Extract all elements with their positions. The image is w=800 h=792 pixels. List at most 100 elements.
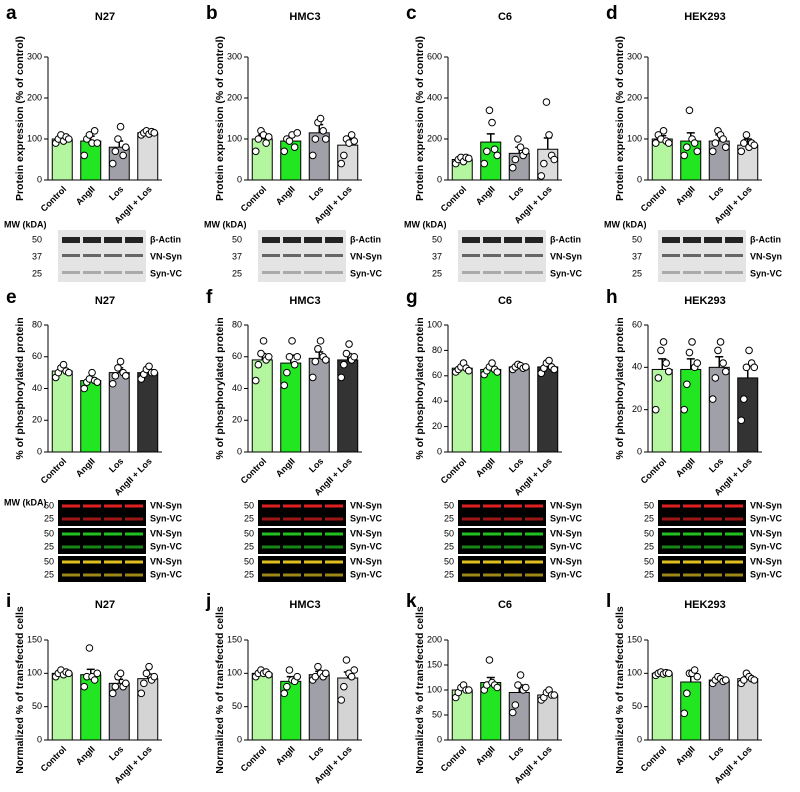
mw-marker: 25 (444, 541, 454, 551)
data-point (693, 359, 702, 367)
blot-band (104, 532, 122, 536)
bar (251, 359, 273, 453)
data-point (80, 682, 89, 691)
data-point (657, 346, 665, 355)
data-point (654, 374, 663, 382)
y-tick-label: 20 (432, 421, 442, 431)
band-label: Syn-VC (350, 513, 383, 523)
band-label: Syn-VC (550, 569, 583, 579)
blot-band (125, 573, 143, 577)
y-tick-label: 0 (637, 174, 642, 184)
blot-band (725, 545, 743, 549)
blot-band (62, 545, 80, 549)
blot-band (662, 573, 680, 577)
blot-band (483, 573, 501, 577)
x-tick-label: Control (639, 744, 669, 774)
y-tick-label: 100 (27, 133, 42, 143)
y-tick-label: 0 (37, 446, 42, 456)
panel-letter: j (205, 591, 211, 612)
blot-band (304, 504, 322, 508)
mw-marker: 50 (232, 234, 242, 244)
data-point (740, 139, 748, 147)
y-tick-label: 150 (27, 634, 42, 644)
blot-image (258, 528, 346, 554)
band-label: VN-Syn (350, 528, 382, 538)
band-label: Syn-VC (350, 569, 383, 579)
data-point (464, 154, 473, 163)
data-point (311, 135, 320, 143)
y-tick-label: 200 (427, 133, 442, 143)
data-point (116, 122, 125, 131)
data-point (680, 709, 689, 718)
data-point (493, 368, 502, 376)
data-point (721, 676, 730, 684)
blot-band (125, 517, 143, 521)
data-point (511, 701, 520, 709)
band-label: Syn-VC (550, 513, 583, 523)
data-point (685, 106, 694, 115)
y-tick-label: 0 (237, 446, 242, 456)
blot-image (258, 556, 346, 582)
data-point (514, 681, 522, 689)
blot-band (662, 504, 680, 508)
blot-band (725, 560, 743, 564)
mw-marker: 50 (32, 234, 42, 244)
blot-band (125, 545, 143, 549)
mw-marker: 37 (432, 251, 442, 261)
chart-title: N27 (95, 599, 115, 611)
data-point (683, 380, 691, 389)
blot-band (104, 517, 122, 521)
bar (137, 372, 159, 453)
blot-band (662, 271, 680, 274)
x-tick-label: Control (39, 744, 69, 774)
data-point (121, 679, 130, 688)
y-tick-label: 200 (627, 92, 642, 102)
mw-marker: 50 (44, 500, 54, 510)
x-tick-label: Los (107, 744, 125, 762)
bar (737, 678, 759, 741)
blot-band (325, 532, 343, 536)
blot-band (104, 545, 122, 549)
mw-marker: 50 (44, 556, 54, 566)
data-point (690, 139, 699, 147)
mw-marker: 50 (444, 500, 454, 510)
x-tick-label: Los (307, 184, 325, 202)
data-point (742, 131, 751, 139)
y-tick-label: 150 (227, 634, 242, 644)
data-point (114, 364, 122, 372)
data-point (285, 352, 294, 361)
data-point (137, 689, 146, 698)
blot-band (304, 573, 322, 577)
blot-band (662, 560, 680, 564)
data-point (111, 147, 120, 156)
data-point (337, 696, 346, 704)
y-axis-label: Normalized % of transfected cells (14, 606, 26, 774)
blot-band (683, 504, 701, 508)
data-point (283, 682, 291, 691)
blot-band (683, 545, 701, 549)
y-tick-label: 60 (632, 319, 642, 329)
data-point (145, 362, 153, 371)
blot-band (662, 532, 680, 536)
blot-band (283, 271, 301, 274)
panel-letter: d (606, 3, 618, 24)
data-point (121, 143, 130, 151)
blot-image (58, 500, 146, 526)
mw-marker: 50 (644, 528, 654, 538)
y-tick-label: 100 (227, 133, 242, 143)
blot-band (483, 254, 501, 257)
data-point (664, 367, 673, 376)
blot-band (83, 271, 101, 274)
blot-band (525, 560, 543, 564)
blot-band (283, 254, 301, 257)
data-point (493, 683, 502, 692)
data-point (662, 359, 670, 367)
data-point (285, 137, 294, 145)
data-point (262, 139, 270, 147)
blot-band (125, 532, 143, 536)
blot-band (504, 517, 522, 521)
mw-marker: 25 (244, 541, 254, 551)
blot-band (83, 504, 101, 508)
blot-band (704, 573, 722, 577)
mw-marker: 50 (244, 528, 254, 538)
